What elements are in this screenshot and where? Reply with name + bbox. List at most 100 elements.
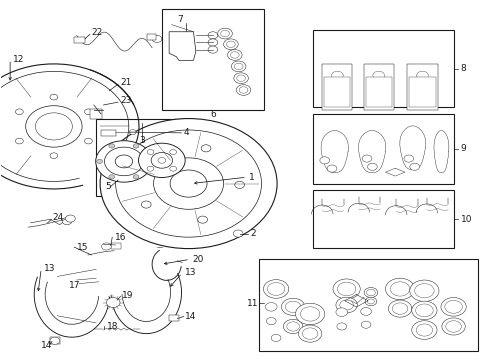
Text: 22: 22 <box>91 28 102 37</box>
Bar <box>324 77 350 108</box>
Circle shape <box>109 144 115 148</box>
Circle shape <box>339 300 353 310</box>
Circle shape <box>207 32 217 39</box>
Circle shape <box>133 144 139 148</box>
Circle shape <box>230 52 239 58</box>
Text: 2: 2 <box>250 229 256 238</box>
Circle shape <box>365 297 376 306</box>
Circle shape <box>265 302 277 311</box>
Circle shape <box>50 94 58 100</box>
Bar <box>111 243 120 249</box>
Circle shape <box>367 163 376 170</box>
Circle shape <box>337 282 355 296</box>
Circle shape <box>62 217 72 225</box>
Polygon shape <box>169 32 196 60</box>
Circle shape <box>409 163 419 170</box>
Circle shape <box>403 155 413 162</box>
Text: 11: 11 <box>246 299 258 308</box>
Circle shape <box>415 324 432 336</box>
Circle shape <box>50 337 60 344</box>
Circle shape <box>207 46 217 53</box>
Circle shape <box>233 230 243 237</box>
Circle shape <box>26 106 82 147</box>
Circle shape <box>385 278 414 300</box>
Text: 20: 20 <box>192 255 203 264</box>
Circle shape <box>97 159 102 163</box>
Text: 4: 4 <box>183 129 189 138</box>
Circle shape <box>331 71 343 80</box>
Text: 21: 21 <box>120 78 132 87</box>
Bar <box>365 77 391 108</box>
Circle shape <box>441 318 464 335</box>
Circle shape <box>151 153 172 168</box>
Circle shape <box>360 307 371 315</box>
Text: 3: 3 <box>139 136 145 145</box>
Circle shape <box>366 289 374 296</box>
Text: 14: 14 <box>41 341 53 350</box>
Circle shape <box>411 301 436 320</box>
Circle shape <box>234 63 243 69</box>
Circle shape <box>239 87 247 93</box>
Text: 19: 19 <box>122 291 133 300</box>
Bar <box>363 64 393 111</box>
Circle shape <box>104 147 143 176</box>
Circle shape <box>84 109 92 114</box>
Circle shape <box>129 130 136 135</box>
Circle shape <box>35 113 72 140</box>
Circle shape <box>153 158 223 209</box>
Circle shape <box>361 321 370 328</box>
Circle shape <box>295 303 324 325</box>
Circle shape <box>326 165 336 172</box>
Circle shape <box>231 61 245 72</box>
Text: 23: 23 <box>120 96 132 105</box>
Circle shape <box>152 35 162 42</box>
Circle shape <box>169 149 176 154</box>
Circle shape <box>220 30 229 37</box>
Circle shape <box>84 138 92 144</box>
Text: 10: 10 <box>460 215 471 224</box>
Circle shape <box>217 28 232 39</box>
Circle shape <box>387 300 411 317</box>
Circle shape <box>16 138 23 144</box>
Circle shape <box>416 71 427 80</box>
Text: 13: 13 <box>43 264 55 273</box>
Circle shape <box>364 288 377 297</box>
Circle shape <box>226 41 235 48</box>
Circle shape <box>147 166 154 171</box>
Circle shape <box>298 325 321 342</box>
Circle shape <box>169 166 176 171</box>
Circle shape <box>143 157 153 164</box>
Circle shape <box>207 39 217 46</box>
Circle shape <box>444 300 461 313</box>
Circle shape <box>336 323 346 330</box>
Circle shape <box>332 279 360 299</box>
Circle shape <box>335 297 357 313</box>
Text: 17: 17 <box>68 281 80 290</box>
Circle shape <box>416 83 427 91</box>
Circle shape <box>236 85 250 95</box>
Circle shape <box>236 75 245 81</box>
Circle shape <box>197 216 207 223</box>
Circle shape <box>233 73 248 84</box>
Bar <box>408 77 435 108</box>
Circle shape <box>115 155 132 168</box>
Text: 9: 9 <box>460 144 466 153</box>
Circle shape <box>133 175 139 179</box>
Circle shape <box>102 243 111 250</box>
Circle shape <box>141 201 151 208</box>
Bar <box>90 109 102 119</box>
Circle shape <box>415 304 432 317</box>
Circle shape <box>266 318 276 325</box>
Circle shape <box>147 149 154 154</box>
Bar <box>101 130 116 136</box>
Bar <box>407 64 437 111</box>
Circle shape <box>331 83 343 91</box>
Text: 7: 7 <box>177 15 183 24</box>
Circle shape <box>96 141 152 182</box>
Circle shape <box>116 130 261 237</box>
Circle shape <box>286 322 299 331</box>
Bar <box>169 315 179 321</box>
Circle shape <box>263 280 288 298</box>
Circle shape <box>362 155 371 162</box>
Circle shape <box>372 71 384 80</box>
